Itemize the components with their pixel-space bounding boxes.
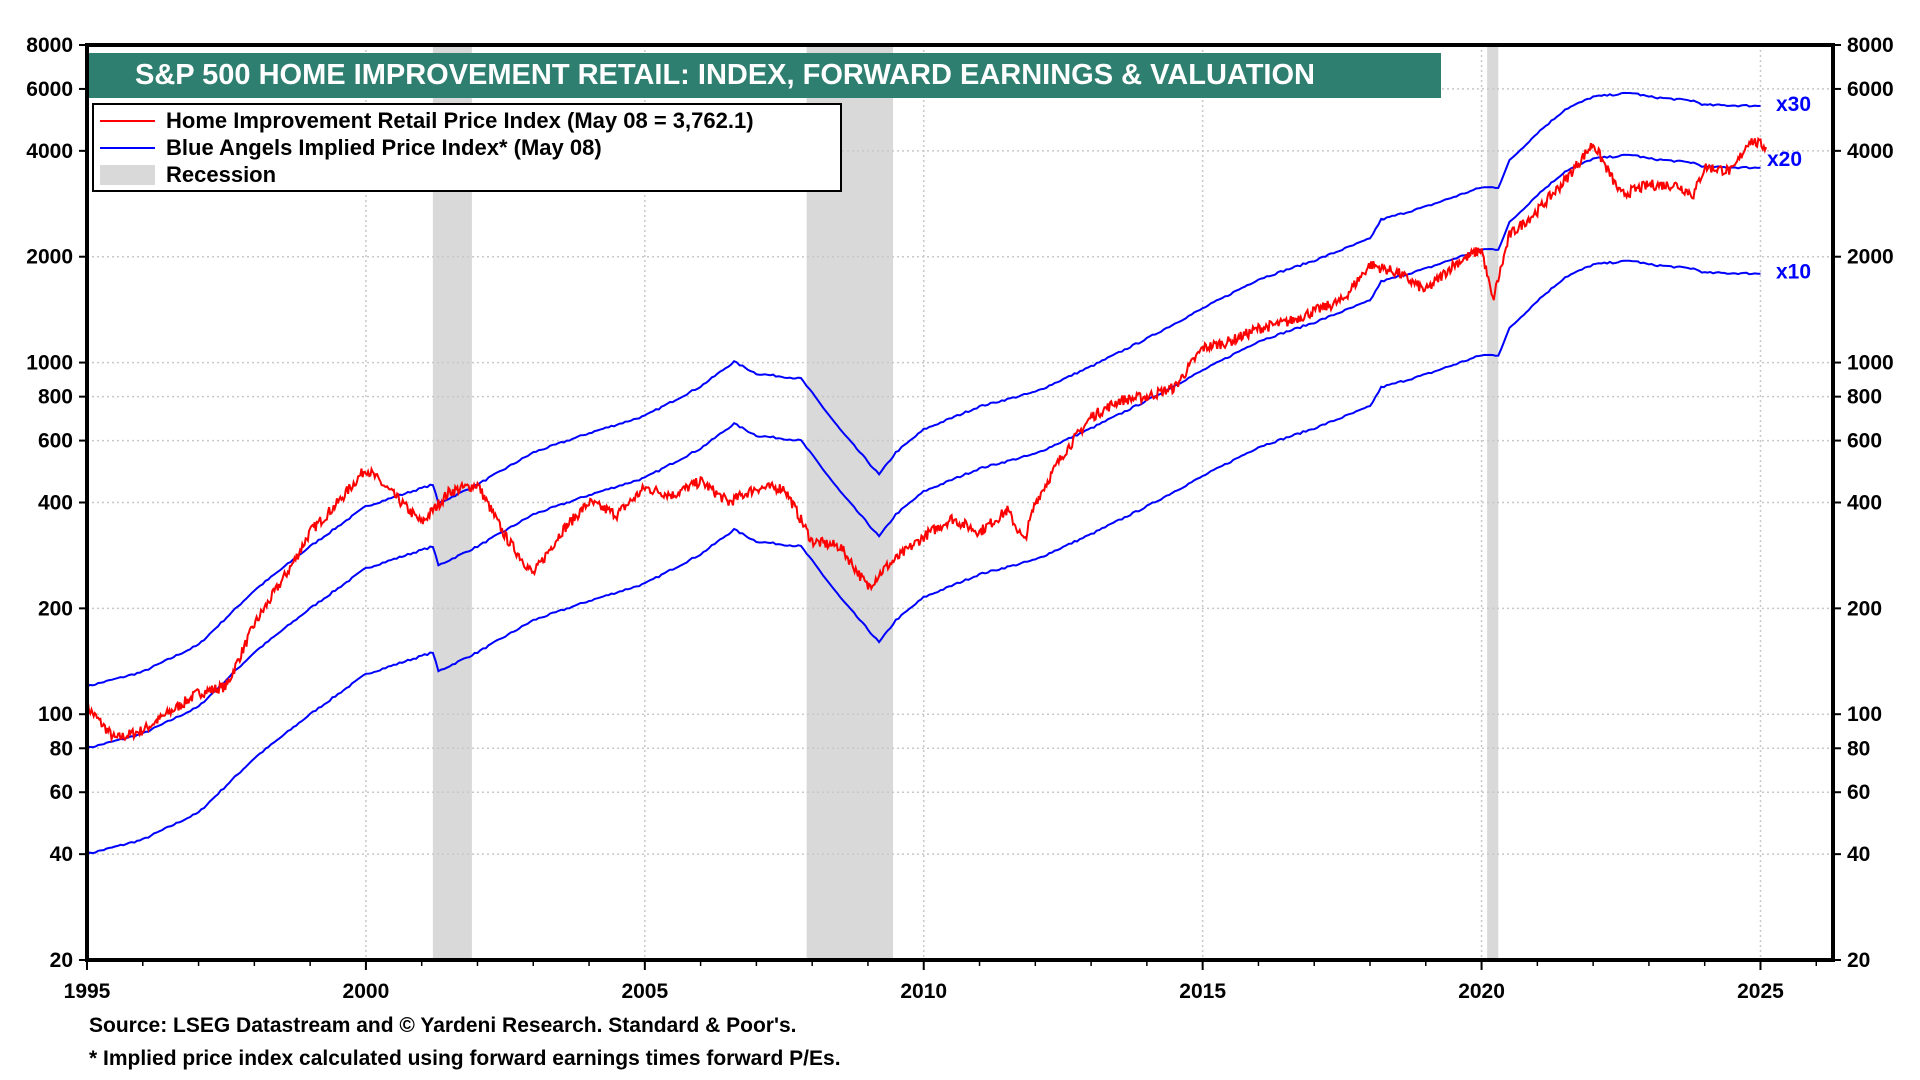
price-index-line <box>86 136 1768 744</box>
x-tick-label: 2005 <box>621 980 668 1003</box>
y-tick-label-right: 60 <box>1847 781 1870 804</box>
y-tick-label-right: 20 <box>1847 949 1870 972</box>
x-tick-label: 2015 <box>1179 980 1226 1003</box>
footnote: * Implied price index calculated using f… <box>89 1047 841 1070</box>
legend-label: Blue Angels Implied Price Index* (May 08… <box>166 135 602 160</box>
y-tick-label-right: 8000 <box>1847 34 1894 57</box>
legend-label: Recession <box>166 162 277 187</box>
label-x30: x30 <box>1776 93 1811 116</box>
y-tick-label-left: 400 <box>38 492 73 515</box>
legend-swatch-blue <box>100 147 155 149</box>
y-tick-label-right: 4000 <box>1847 140 1894 163</box>
y-tick-label-left: 20 <box>50 949 73 972</box>
label-x10: x10 <box>1776 261 1811 284</box>
y-tick-label-left: 8000 <box>26 34 73 57</box>
legend-swatch-gray <box>100 165 155 185</box>
series-lines <box>86 91 1768 856</box>
legend: Home Improvement Retail Price Index (May… <box>92 103 842 192</box>
y-tick-label-right: 600 <box>1847 430 1882 453</box>
y-tick-label-right: 1000 <box>1847 352 1894 375</box>
y-tick-label-left: 40 <box>50 843 73 866</box>
y-tick-label-left: 800 <box>38 386 73 409</box>
label-x20: x20 <box>1767 148 1802 171</box>
y-tick-label-right: 2000 <box>1847 246 1894 269</box>
legend-label: Home Improvement Retail Price Index (May… <box>166 108 754 133</box>
y-tick-label-right: 800 <box>1847 386 1882 409</box>
y-tick-label-left: 6000 <box>26 78 73 101</box>
y-tick-label-left: 200 <box>38 597 73 620</box>
y-tick-label-right: 6000 <box>1847 78 1894 101</box>
y-tick-label-left: 80 <box>50 737 73 760</box>
x-tick-label: 2020 <box>1458 980 1505 1003</box>
chart-title: S&P 500 HOME IMPROVEMENT RETAIL: INDEX, … <box>89 53 1441 98</box>
y-tick-label-left: 2000 <box>26 246 73 269</box>
y-tick-label-left: 4000 <box>26 140 73 163</box>
x-tick-label: 2000 <box>343 980 390 1003</box>
x-tick-label: 2010 <box>900 980 947 1003</box>
y-tick-label-right: 40 <box>1847 843 1870 866</box>
y-tick-label-right: 100 <box>1847 703 1882 726</box>
y-tick-label-left: 600 <box>38 430 73 453</box>
implied-index-x30-line <box>86 91 1761 689</box>
y-tick-label-left: 1000 <box>26 352 73 375</box>
y-tick-label-right: 400 <box>1847 492 1882 515</box>
source-note: Source: LSEG Datastream and © Yardeni Re… <box>89 1014 797 1037</box>
y-tick-label-right: 200 <box>1847 597 1882 620</box>
legend-swatch-red <box>100 120 155 122</box>
x-tick-label: 2025 <box>1737 980 1784 1003</box>
y-tick-label-left: 60 <box>50 781 73 804</box>
y-tick-label-right: 80 <box>1847 737 1870 760</box>
y-tick-label-left: 100 <box>38 703 73 726</box>
x-tick-label: 1995 <box>64 980 111 1003</box>
multiplier-labels: x30 x20 x10 <box>1767 93 1811 284</box>
implied-index-x10-line <box>86 259 1761 856</box>
